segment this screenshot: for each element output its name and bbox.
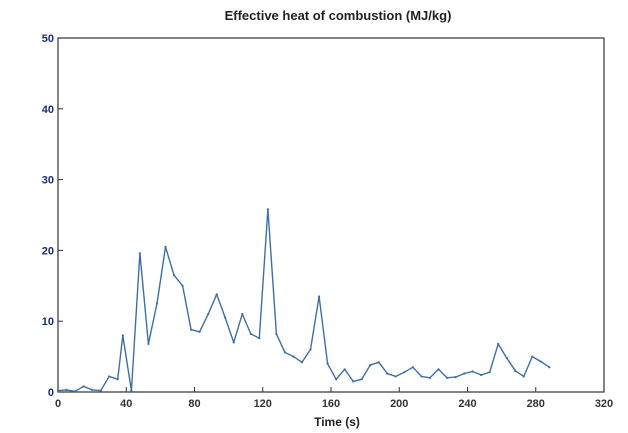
series-layer xyxy=(56,208,551,393)
data-point xyxy=(428,376,432,379)
data-point xyxy=(326,362,329,365)
data-point xyxy=(445,376,449,379)
data-point xyxy=(65,388,68,391)
data-point xyxy=(130,389,133,392)
y-tick-label: 0 xyxy=(48,387,54,399)
data-point xyxy=(343,368,346,371)
x-tick-label: 160 xyxy=(322,398,340,410)
data-point xyxy=(531,355,534,358)
data-point xyxy=(292,355,295,358)
x-axis: 0 40 80 120 160 200 240 280 320 xyxy=(55,387,613,410)
data-point xyxy=(181,284,184,287)
data-point xyxy=(548,366,551,369)
data-point xyxy=(241,313,244,316)
series-line-0 xyxy=(57,208,550,392)
data-point xyxy=(369,363,372,367)
y-tick-label: 30 xyxy=(42,175,54,187)
data-point xyxy=(394,375,397,378)
data-point xyxy=(300,361,304,364)
data-point xyxy=(377,361,380,364)
data-point xyxy=(539,360,542,363)
data-point xyxy=(335,378,338,381)
x-tick-label: 120 xyxy=(254,398,272,410)
x-axis-label: Time (s) xyxy=(314,415,360,429)
y-tick-label: 20 xyxy=(42,245,54,257)
x-tick-label: 200 xyxy=(390,398,408,410)
data-point xyxy=(420,375,423,378)
plot-area-frame xyxy=(57,37,605,393)
data-point xyxy=(522,375,525,378)
data-point xyxy=(454,376,457,379)
data-point xyxy=(352,380,355,383)
x-tick-label: 0 xyxy=(55,398,61,410)
data-point xyxy=(497,342,500,345)
data-point xyxy=(73,390,77,393)
data-point xyxy=(155,302,159,305)
y-tick-label: 40 xyxy=(42,104,54,116)
data-point xyxy=(138,252,141,255)
data-point xyxy=(505,356,508,360)
data-point xyxy=(317,295,321,298)
data-point xyxy=(56,389,60,392)
data-point xyxy=(360,378,363,381)
data-point xyxy=(189,328,193,331)
data-point xyxy=(82,385,85,388)
data-point xyxy=(283,351,287,354)
data-point xyxy=(215,293,218,296)
x-tick-label: 280 xyxy=(527,398,545,410)
data-point xyxy=(488,371,491,374)
data-point xyxy=(198,330,201,333)
data-point xyxy=(91,388,94,391)
data-point xyxy=(172,274,176,277)
data-point xyxy=(437,368,440,371)
data-point xyxy=(232,341,235,344)
chart-title: Effective heat of combustion (MJ/kg) xyxy=(225,8,452,23)
data-point xyxy=(207,313,210,316)
data-point xyxy=(386,372,389,375)
data-point xyxy=(108,375,111,378)
data-point xyxy=(99,389,102,392)
y-tick-label: 10 xyxy=(42,316,54,328)
data-point xyxy=(116,378,119,381)
data-point xyxy=(471,370,474,373)
y-axis: 0 10 20 30 40 50 xyxy=(42,33,63,399)
x-tick-label: 320 xyxy=(595,398,613,410)
data-point xyxy=(258,337,261,340)
x-tick-label: 80 xyxy=(188,398,200,410)
data-point xyxy=(266,208,269,211)
data-point xyxy=(514,369,517,372)
data-point xyxy=(164,245,167,248)
data-point xyxy=(411,366,414,369)
data-point xyxy=(147,342,150,345)
y-tick-label: 50 xyxy=(42,33,54,45)
data-point xyxy=(275,332,278,336)
data-point xyxy=(121,334,124,337)
data-point xyxy=(403,371,406,374)
data-point xyxy=(224,316,227,319)
x-tick-label: 240 xyxy=(458,398,476,410)
data-point xyxy=(462,372,466,375)
data-point xyxy=(249,332,252,336)
data-point xyxy=(480,373,483,377)
data-point xyxy=(309,348,312,351)
x-tick-label: 40 xyxy=(120,398,132,410)
